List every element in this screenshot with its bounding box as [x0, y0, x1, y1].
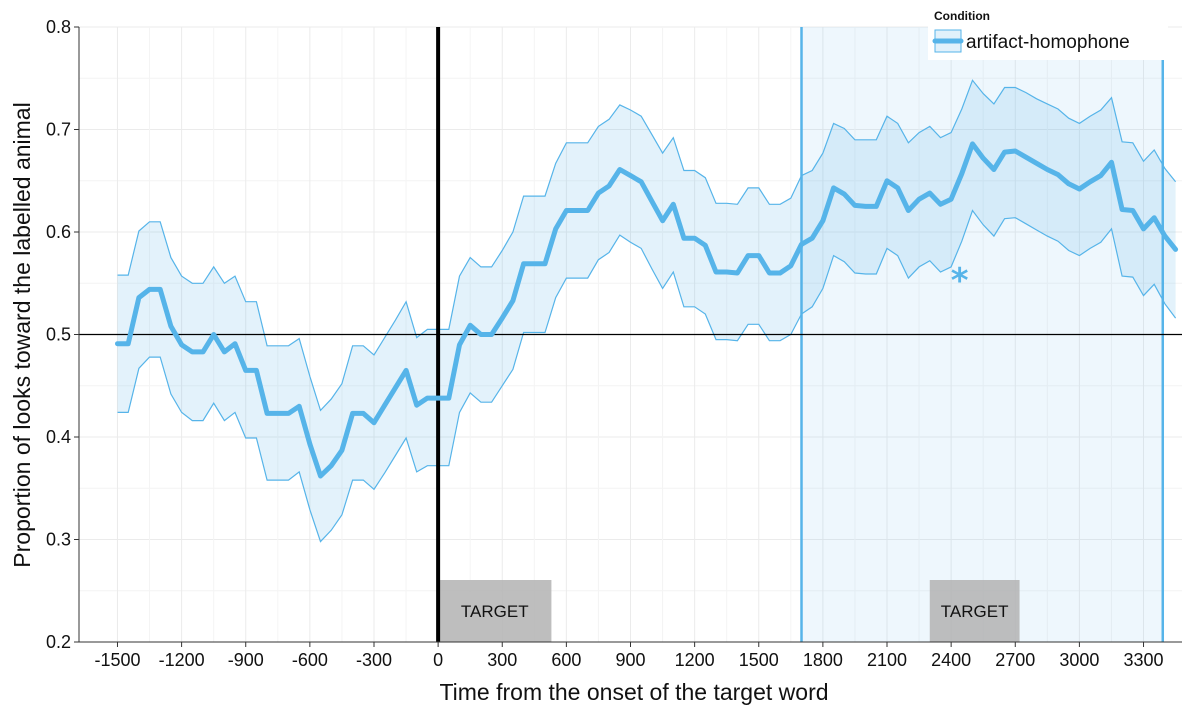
x-tick-label: 2400	[931, 650, 971, 670]
x-tick-label: 300	[487, 650, 517, 670]
x-tick-label: -1200	[159, 650, 205, 670]
series-line	[115, 141, 1179, 479]
x-tick-label: 600	[551, 650, 581, 670]
legend: Condition artifact-homophone	[928, 6, 1168, 60]
x-axis-title: Time from the onset of the target word	[439, 679, 828, 705]
legend-background	[928, 6, 1168, 60]
x-tick-label: -300	[356, 650, 392, 670]
y-tick-label: 0.3	[46, 530, 71, 550]
significance-markers: *	[951, 261, 969, 301]
x-tick-label: 1800	[803, 650, 843, 670]
y-tick-label: 0.2	[46, 632, 71, 652]
x-tick-label: -1500	[94, 650, 140, 670]
confidence-band-upper-edge	[117, 79, 1177, 412]
y-tick-label: 0.8	[46, 17, 71, 37]
y-tick-label: 0.5	[46, 325, 71, 345]
x-tick-label: 2700	[995, 650, 1035, 670]
axes	[74, 26, 1182, 647]
x-tick-label: 1500	[739, 650, 779, 670]
confidence-band-lower-edge	[117, 209, 1177, 543]
y-tick-label: 0.4	[46, 427, 71, 447]
x-tick-label: 2100	[867, 650, 907, 670]
significance-star: *	[951, 261, 969, 301]
x-tick-label: 900	[615, 650, 645, 670]
legend-entry-label: artifact-homophone	[966, 32, 1130, 53]
y-tick-label: 0.6	[46, 222, 71, 242]
target-box-label: TARGET	[461, 602, 529, 621]
target-boxes: TARGET TARGET	[438, 580, 1020, 642]
x-tick-label: 1200	[675, 650, 715, 670]
x-tick-label: 0	[433, 650, 443, 670]
confidence-ribbon	[117, 79, 1177, 543]
x-tick-label: 3000	[1059, 650, 1099, 670]
target-box-label: TARGET	[941, 602, 1009, 621]
legend-title: Condition	[934, 9, 990, 23]
y-axis-title: Proportion of looks toward the labelled …	[9, 102, 35, 567]
x-tick-label: 3300	[1123, 650, 1163, 670]
y-tick-label: 0.7	[46, 120, 71, 140]
confidence-band	[117, 80, 1176, 542]
target-box	[438, 580, 552, 642]
x-tick-label: -900	[228, 650, 264, 670]
x-tick-labels: -1500 -1200 -900 -600 -300 0 300 600 900 1200 1500…	[94, 650, 1163, 670]
target-box	[929, 580, 1020, 642]
series-lines	[115, 141, 1179, 479]
y-tick-labels: 0.2 0.3 0.4 0.5 0.6 0.7 0.8	[46, 17, 71, 652]
x-tick-label: -600	[292, 650, 328, 670]
reference-lines	[79, 27, 1182, 642]
